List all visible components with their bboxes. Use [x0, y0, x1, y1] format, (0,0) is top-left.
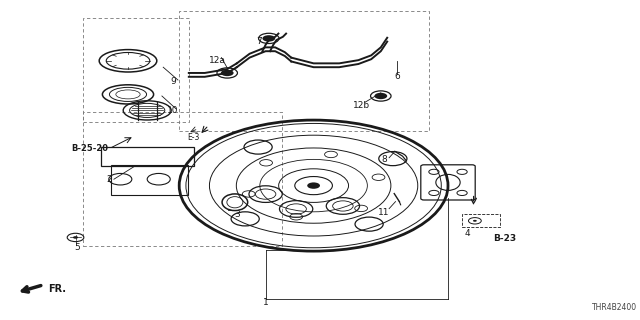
Text: FR.: FR.: [48, 284, 66, 294]
Text: 7: 7: [257, 37, 262, 46]
Text: B-23: B-23: [493, 234, 516, 243]
Text: 12b: 12b: [353, 101, 370, 110]
Circle shape: [374, 93, 387, 99]
Bar: [83, 18, 189, 122]
Text: 2: 2: [106, 175, 111, 184]
Text: 10: 10: [167, 106, 179, 115]
Circle shape: [307, 182, 320, 189]
Bar: [111, 165, 188, 195]
Text: 3: 3: [234, 210, 239, 219]
Bar: [83, 112, 282, 246]
Text: 4: 4: [465, 229, 470, 238]
Text: 9: 9: [170, 77, 175, 86]
Circle shape: [73, 236, 78, 239]
Circle shape: [473, 220, 477, 222]
Text: B-25-20: B-25-20: [72, 144, 109, 153]
Bar: [101, 147, 194, 166]
Text: 1: 1: [263, 298, 268, 307]
Text: 8: 8: [381, 156, 387, 164]
Circle shape: [262, 35, 275, 42]
Text: 12a: 12a: [209, 56, 226, 65]
Text: THR4B2400: THR4B2400: [591, 303, 637, 312]
Circle shape: [221, 70, 234, 76]
Bar: [179, 11, 429, 131]
Text: 5: 5: [74, 244, 79, 252]
Text: E-3: E-3: [187, 133, 199, 142]
Text: 6: 6: [394, 72, 399, 81]
Text: 11: 11: [378, 208, 390, 217]
Bar: [462, 214, 500, 227]
